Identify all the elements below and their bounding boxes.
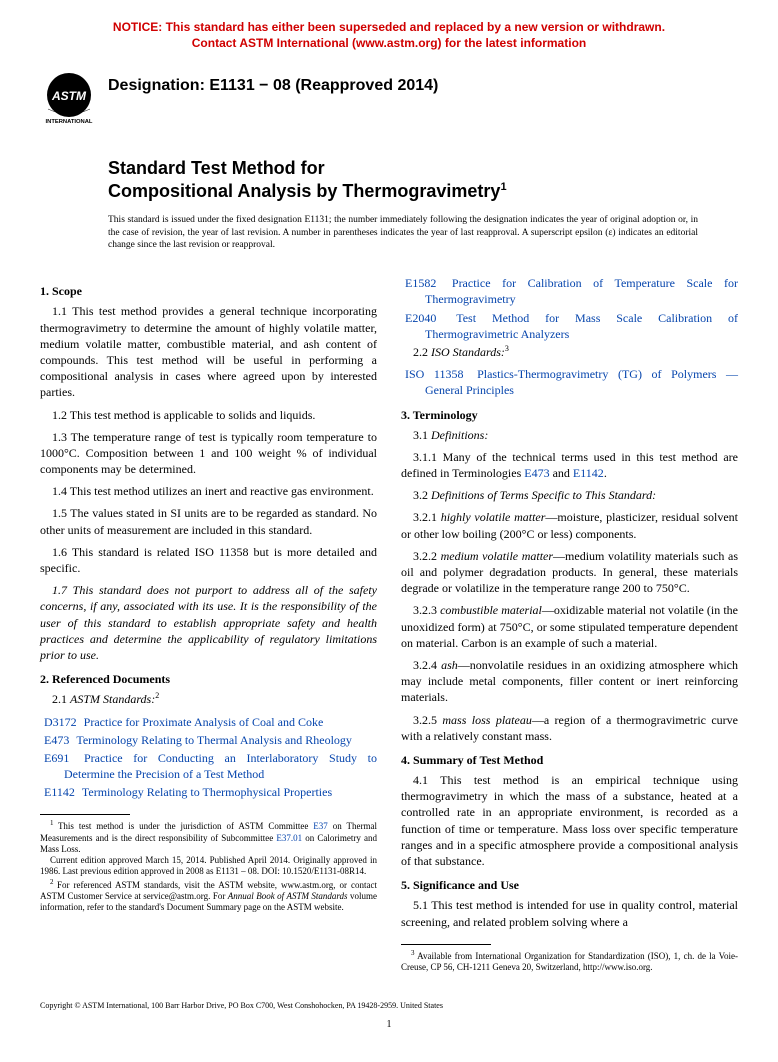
title-sup: 1 <box>500 181 506 193</box>
ref-e691: E691 Practice for Conducting an Interlab… <box>40 750 377 782</box>
ref-link-iso11358[interactable]: ISO 11358 <box>405 367 463 381</box>
svg-text:INTERNATIONAL: INTERNATIONAL <box>46 119 93 125</box>
footnote-separator-left <box>40 814 130 815</box>
section-4-head: 4. Summary of Test Method <box>401 752 738 768</box>
footnote-2: 2 For referenced ASTM standards, visit t… <box>40 878 377 914</box>
right-column: E1582 Practice for Calibration of Temper… <box>401 275 738 973</box>
para-1-5: 1.5 The values stated in SI units are to… <box>40 505 377 537</box>
designation: Designation: E1131 − 08 (Reapproved 2014… <box>108 69 438 97</box>
para-1-2: 1.2 This test method is applicable to so… <box>40 407 377 423</box>
ref-link-e691[interactable]: E691 <box>44 751 69 765</box>
ref-e2040: E2040 Test Method for Mass Scale Calibra… <box>401 310 738 342</box>
ref-e1142: E1142 Terminology Relating to Thermophys… <box>40 784 377 800</box>
title-line2: Compositional Analysis by Thermogravimet… <box>108 181 500 201</box>
page-number: 1 <box>40 1018 738 1032</box>
para-3-1: 3.1 Definitions: <box>401 427 738 443</box>
link-e1142[interactable]: E1142 <box>573 466 604 480</box>
para-1-1: 1.1 This test method provides a general … <box>40 303 377 400</box>
ref-link-e1582[interactable]: E1582 <box>405 276 436 290</box>
ref-link-e2040[interactable]: E2040 <box>405 311 436 325</box>
section-2-head: 2. Referenced Documents <box>40 671 377 687</box>
left-column: 1. Scope 1.1 This test method provides a… <box>40 275 377 973</box>
ref-d3172: D3172 Practice for Proximate Analysis of… <box>40 714 377 730</box>
section-1-head: 1. Scope <box>40 283 377 299</box>
notice-line2: Contact ASTM International (www.astm.org… <box>192 36 586 50</box>
para-3-2-1: 3.2.1 highly volatile matter—moisture, p… <box>401 509 738 541</box>
footnote-1b: Current edition approved March 15, 2014.… <box>40 855 377 878</box>
para-2-2: 2.2 ISO Standards:3 <box>401 344 738 360</box>
header-row: ASTM INTERNATIONAL Designation: E1131 − … <box>40 69 738 127</box>
para-1-6: 1.6 This standard is related ISO 11358 b… <box>40 544 377 576</box>
link-e473[interactable]: E473 <box>524 466 549 480</box>
para-1-7: 1.7 This standard does not purport to ad… <box>40 582 377 663</box>
ref-e473: E473 Terminology Relating to Thermal Ana… <box>40 732 377 748</box>
section-3-head: 3. Terminology <box>401 407 738 423</box>
para-3-2: 3.2 Definitions of Terms Specific to Thi… <box>401 487 738 503</box>
title-block: Standard Test Method for Compositional A… <box>108 157 738 202</box>
para-3-2-4: 3.2.4 ash—nonvolatile residues in an oxi… <box>401 657 738 706</box>
para-3-1-1: 3.1.1 Many of the technical terms used i… <box>401 449 738 481</box>
para-2-1: 2.1 ASTM Standards:2 <box>40 691 377 707</box>
para-3-2-3: 3.2.3 combustible material—oxidizable ma… <box>401 602 738 651</box>
ref-link-d3172[interactable]: D3172 <box>44 715 77 729</box>
para-3-2-5: 3.2.5 mass loss plateau—a region of a th… <box>401 712 738 744</box>
section-5-head: 5. Significance and Use <box>401 877 738 893</box>
footnote-3: 3 Available from International Organizat… <box>401 949 738 974</box>
footnote-1: 1 This test method is under the jurisdic… <box>40 819 377 855</box>
copyright-line: Copyright © ASTM International, 100 Barr… <box>40 1001 738 1012</box>
notice-line1: NOTICE: This standard has either been su… <box>113 20 665 34</box>
para-1-3: 1.3 The temperature range of test is typ… <box>40 429 377 478</box>
title-line1: Standard Test Method for <box>108 158 325 178</box>
para-3-2-2: 3.2.2 medium volatile matter—medium vola… <box>401 548 738 597</box>
ref-link-e1142[interactable]: E1142 <box>44 785 75 799</box>
supersession-notice: NOTICE: This standard has either been su… <box>40 20 738 51</box>
footnote-separator-right <box>401 944 491 945</box>
astm-logo: ASTM INTERNATIONAL <box>40 69 98 127</box>
svg-text:ASTM: ASTM <box>51 89 87 103</box>
para-1-4: 1.4 This test method utilizes an inert a… <box>40 483 377 499</box>
body-columns: 1. Scope 1.1 This test method provides a… <box>40 275 738 973</box>
ref-link-e473[interactable]: E473 <box>44 733 69 747</box>
ref-e1582: E1582 Practice for Calibration of Temper… <box>401 275 738 307</box>
link-subcommittee-e3701[interactable]: E37.01 <box>276 833 302 843</box>
issuance-note: This standard is issued under the fixed … <box>108 214 698 251</box>
para-4-1: 4.1 This test method is an empirical tec… <box>401 772 738 869</box>
ref-iso11358: ISO 11358 Plastics-Thermogravimetry (TG)… <box>401 366 738 398</box>
para-5-1: 5.1 This test method is intended for use… <box>401 897 738 929</box>
link-committee-e37[interactable]: E37 <box>313 821 328 831</box>
document-title: Standard Test Method for Compositional A… <box>108 157 738 202</box>
